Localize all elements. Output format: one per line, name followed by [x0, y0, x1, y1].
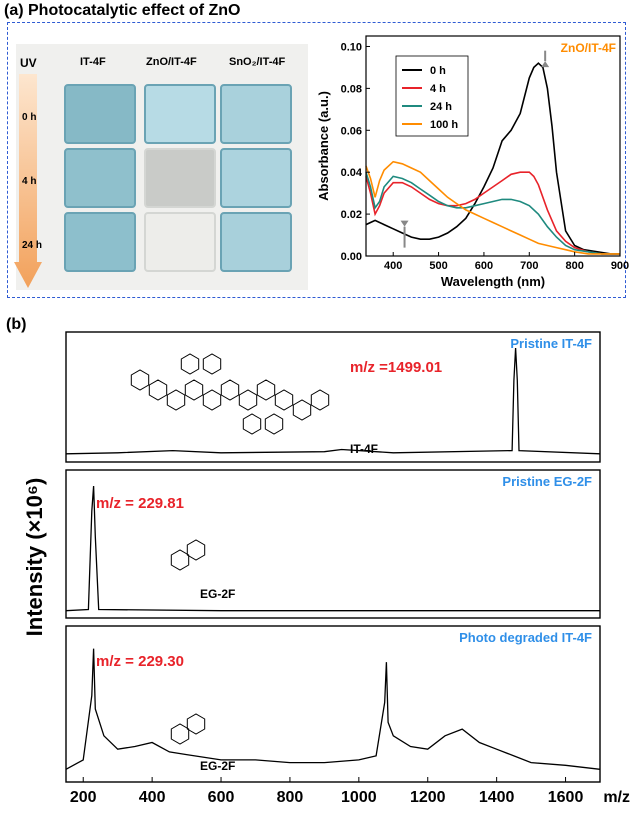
- y-tick-label: 0.08: [341, 83, 362, 95]
- molecule-label-eg2f: EG-2F: [200, 759, 235, 773]
- sample-tile: [220, 84, 292, 144]
- spectrum-frame: [65, 625, 601, 783]
- sample-tile: [64, 212, 136, 272]
- zno-annotation: ZnO/IT-4F: [561, 41, 616, 55]
- x-axis-label: Wavelength (nm): [441, 274, 545, 289]
- spectrum-title: Photo degraded IT-4F: [459, 630, 592, 645]
- absorbance-chart: 400 500 600 700 800 900 0.00 0.02 0.04 0.06 0.08 0.…: [316, 35, 629, 289]
- x-tick-label: 500: [429, 260, 447, 272]
- absorbance-series-line: [365, 171, 620, 255]
- y-tick-label: 0.00: [341, 251, 362, 263]
- panel-a-border: [7, 22, 626, 298]
- ms-y-axis-label: Intensity (×10⁶): [22, 478, 47, 637]
- absorbance-series-line: [365, 171, 620, 255]
- legend-label: 4 h: [430, 83, 446, 95]
- y-tick-label: 0.06: [341, 125, 362, 137]
- panel-b-label: (b): [6, 316, 27, 333]
- row-label-0h: 0 h: [22, 112, 37, 123]
- x-tick-label: 800: [565, 260, 583, 272]
- spectrum-frame: [65, 469, 601, 619]
- x-tick-label: 700: [520, 260, 538, 272]
- y-axis-label: Absorbance (a.u.): [316, 91, 331, 201]
- spectrum-title: Pristine IT-4F: [510, 336, 592, 351]
- legend-label: 100 h: [430, 119, 458, 131]
- sample-tile: [144, 148, 216, 208]
- ms-x-tick-label: 200: [70, 789, 97, 806]
- ms-x-tick-label: 1000: [341, 789, 377, 806]
- x-tick-label: 900: [611, 260, 629, 272]
- x-tick-label: 600: [475, 260, 493, 272]
- sample-tile: [64, 148, 136, 208]
- spectrum-trace: [65, 347, 601, 455]
- spectrum-trace: [65, 648, 601, 770]
- sample-tile: [144, 212, 216, 272]
- sample-tile: [64, 84, 136, 144]
- uv-label: UV: [20, 56, 37, 70]
- peak-label: m/z = 229.30: [96, 653, 184, 670]
- it4f-structure: [130, 353, 330, 435]
- legend-label: 24 h: [430, 101, 452, 113]
- sample-tile: [144, 84, 216, 144]
- absorbance-plot-frame: [365, 35, 621, 257]
- sample-photo: [16, 44, 308, 290]
- absorbance-series-line: [365, 160, 620, 255]
- peak-label: m/z = 229.81: [96, 495, 184, 512]
- molecule-label-eg2f: EG-2F: [200, 587, 235, 601]
- spectrum-frame: [65, 331, 601, 463]
- ms-x-unit: m/z: [603, 789, 630, 806]
- spectrum-trace: [65, 485, 600, 612]
- y-tick-label: 0.10: [341, 41, 362, 53]
- mass-spectra-chart: Pristine IT-4F Pristine EG-2F Photo degrad…: [22, 331, 630, 806]
- x-tick-label: 400: [384, 260, 402, 272]
- column-label-it4f: IT-4F: [80, 56, 106, 68]
- ms-x-tick-label: 800: [277, 789, 304, 806]
- legend-label: 0 h: [430, 65, 446, 77]
- eg2f-structure: [170, 713, 206, 745]
- ms-x-tick-label: 1400: [479, 789, 515, 806]
- y-tick-label: 0.02: [341, 209, 362, 221]
- uv-arrow: [14, 74, 42, 288]
- row-label-24h: 24 h: [22, 240, 43, 251]
- eg2f-structure: [170, 539, 206, 571]
- column-label-zno: ZnO/IT-4F: [146, 56, 197, 68]
- molecule-label-it4f: IT-4F: [350, 442, 378, 456]
- arrow-down-head: [541, 61, 550, 68]
- column-label-sno2: SnO₂/IT-4F: [229, 56, 286, 68]
- ms-x-tick-label: 600: [208, 789, 235, 806]
- row-label-4h: 4 h: [22, 176, 37, 187]
- panel-a-title: (a) Photocatalytic effect of ZnO: [4, 2, 241, 19]
- peak-label: m/z =1499.01: [350, 359, 442, 376]
- sample-tile: [220, 148, 292, 208]
- arrow-up-head: [400, 220, 409, 227]
- ms-x-tick-label: 1600: [548, 789, 584, 806]
- y-tick-label: 0.04: [341, 167, 363, 179]
- ms-x-tick-label: 400: [139, 789, 166, 806]
- spectrum-title: Pristine EG-2F: [502, 474, 592, 489]
- sample-tile: [220, 212, 292, 272]
- ms-x-tick-label: 1200: [410, 789, 446, 806]
